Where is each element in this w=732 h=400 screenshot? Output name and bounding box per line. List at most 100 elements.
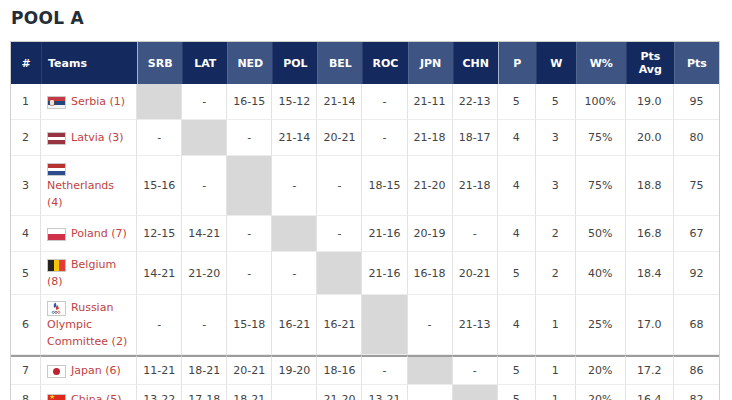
team-cell: ★ China (5) <box>41 385 137 400</box>
column-header-pol: POL <box>272 42 317 84</box>
column-header-team: Teams <box>41 42 137 84</box>
match-score-cell: 14-21 <box>137 252 182 295</box>
match-score-cell: 21-11 <box>408 84 453 120</box>
table-row: 4Poland (7)12-1514-21--21-1620-19-4250%1… <box>11 216 719 252</box>
stat-cell-w: 2 <box>536 252 576 295</box>
rank-cell: 4 <box>11 216 41 252</box>
stat-cell-p: 4 <box>498 295 536 355</box>
team-cell: Japan (6) <box>41 355 137 385</box>
stat-cell-pts_avg: 19.0 <box>626 84 674 120</box>
stat-cell-pts: 82 <box>674 385 719 400</box>
stat-cell-pts_avg: 17.2 <box>626 355 674 385</box>
team-cell: Netherlands (4) <box>41 156 137 216</box>
self-match-cell <box>453 385 498 400</box>
match-score-cell: 18-17 <box>453 120 498 156</box>
match-score-cell: - <box>182 295 227 355</box>
match-score-cell: - <box>453 216 498 252</box>
column-header-srb: SRB <box>137 42 182 84</box>
stat-cell-pts: 80 <box>674 120 719 156</box>
match-score-cell: 21-20 <box>182 252 227 295</box>
stat-cell-w_pct: 50% <box>576 216 626 252</box>
rank-cell: 3 <box>11 156 41 216</box>
stat-cell-w_pct: 100% <box>576 84 626 120</box>
team-cell: Serbia (1) <box>41 84 137 120</box>
match-score-cell: 15-18 <box>227 295 272 355</box>
rank-cell: 2 <box>11 120 41 156</box>
self-match-cell <box>317 252 362 295</box>
table-row: 7Japan (6)11-2118-2120-2119-2018-16--512… <box>11 355 719 385</box>
team-name-link[interactable]: Latvia (3) <box>71 131 124 144</box>
team-name-link[interactable]: Netherlands (4) <box>47 179 114 209</box>
flag-poland-icon <box>47 228 66 241</box>
match-score-cell: - <box>453 355 498 385</box>
stat-cell-pts_avg: 18.8 <box>626 156 674 216</box>
match-score-cell: 21-18 <box>453 156 498 216</box>
stat-cell-w: 1 <box>536 385 576 400</box>
match-score-cell: 16-21 <box>317 295 362 355</box>
stat-cell-pts: 75 <box>674 156 719 216</box>
pool-section: POOL A #TeamsSRBLATNEDPOLBELROCJPNCHNPWW… <box>0 0 732 400</box>
column-header-w_pct: W% <box>576 42 626 84</box>
rank-cell: 6 <box>11 295 41 355</box>
stat-cell-pts: 95 <box>674 84 719 120</box>
match-score-cell: - <box>137 295 182 355</box>
table-row: 2Latvia (3)--21-1420-21-21-1818-174375%2… <box>11 120 719 156</box>
team-cell: Latvia (3) <box>41 120 137 156</box>
team-name-link[interactable]: Japan (6) <box>71 364 121 377</box>
self-match-cell <box>272 216 317 252</box>
match-score-cell: 18-21 <box>227 385 272 400</box>
stat-cell-p: 5 <box>498 84 536 120</box>
match-score-cell: - <box>272 156 317 216</box>
stat-cell-w: 2 <box>536 216 576 252</box>
team-name-link[interactable]: China (5) <box>71 393 122 400</box>
match-score-cell: - <box>362 120 407 156</box>
self-match-cell <box>408 355 453 385</box>
match-score-cell: 21-13 <box>453 295 498 355</box>
match-score-cell: - <box>317 216 362 252</box>
stat-cell-pts_avg: 17.0 <box>626 295 674 355</box>
match-score-cell: 15-16 <box>137 156 182 216</box>
page-title: POOL A <box>11 8 732 28</box>
stat-cell-pts_avg: 18.4 <box>626 252 674 295</box>
match-score-cell: 17-18 <box>182 385 227 400</box>
match-score-cell: 18-15 <box>362 156 407 216</box>
match-score-cell: 13-21 <box>362 385 407 400</box>
column-header-bel: BEL <box>317 42 362 84</box>
table-row: 1Serbia (1)-16-1515-1221-14-21-1122-1355… <box>11 84 719 120</box>
match-score-cell: - <box>362 355 407 385</box>
team-cell: Russian Olympic Committee (2) <box>41 295 137 355</box>
self-match-cell <box>227 156 272 216</box>
stat-cell-w_pct: 40% <box>576 252 626 295</box>
table-row: 8★China (5)13-2217-1818-21-21-2013-21-51… <box>11 385 719 400</box>
column-header-w: W <box>536 42 576 84</box>
match-score-cell: 19-20 <box>272 355 317 385</box>
table-row: 6Russian Olympic Committee (2)--15-1816-… <box>11 295 719 355</box>
stat-cell-pts: 92 <box>674 252 719 295</box>
stat-cell-w_pct: 75% <box>576 156 626 216</box>
match-score-cell: - <box>227 120 272 156</box>
team-name-link[interactable]: Serbia (1) <box>71 95 125 108</box>
match-score-cell: - <box>408 295 453 355</box>
flag-latvia-icon <box>47 132 66 145</box>
column-header-roc: ROC <box>362 42 407 84</box>
column-header-ned: NED <box>227 42 272 84</box>
stat-cell-pts: 68 <box>674 295 719 355</box>
match-score-cell: - <box>227 216 272 252</box>
flag-china-icon: ★ <box>47 394 66 400</box>
match-score-cell: 22-13 <box>453 84 498 120</box>
stat-cell-pts_avg: 16.8 <box>626 216 674 252</box>
column-header-jpn: JPN <box>408 42 453 84</box>
team-name-link[interactable]: Poland (7) <box>71 227 127 240</box>
self-match-cell <box>182 120 227 156</box>
stat-cell-pts: 67 <box>674 216 719 252</box>
match-score-cell: 15-12 <box>272 84 317 120</box>
team-cell: Poland (7) <box>41 216 137 252</box>
match-score-cell: 21-16 <box>362 216 407 252</box>
stat-cell-pts: 86 <box>674 355 719 385</box>
flag-japan-icon <box>47 365 66 378</box>
stat-cell-w: 3 <box>536 156 576 216</box>
column-header-pts_avg: Pts Avg <box>626 42 674 84</box>
match-score-cell: - <box>137 120 182 156</box>
match-score-cell: 21-20 <box>317 385 362 400</box>
flag-belgium-icon <box>47 259 66 272</box>
